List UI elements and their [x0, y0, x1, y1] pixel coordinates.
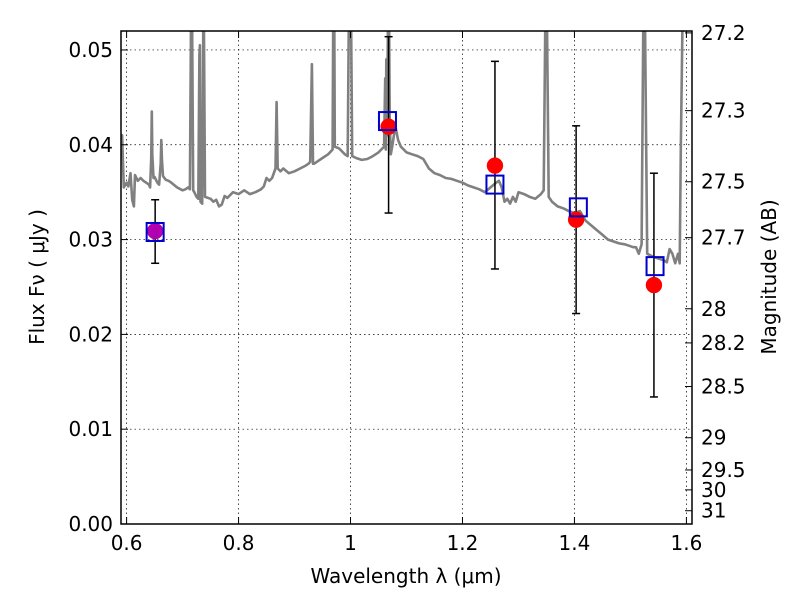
right-tick-label: 28	[701, 297, 726, 321]
x-tick-label: 0.6	[111, 531, 143, 555]
x-tick-label: 0.8	[223, 531, 255, 555]
y-tick-label: 0.01	[68, 417, 113, 441]
plot-frame	[120, 30, 693, 525]
right-tick-label: 27.3	[701, 99, 746, 123]
model-square	[485, 174, 505, 195]
y-axis-label-left: Flux Fν ( μJy )	[25, 209, 49, 345]
ticks: 0.6 0.8 1 1.2 1.4 1.6 0.00 0.01 0.02 0.03 0.04 0.05…	[68, 21, 745, 555]
y-tick-label: 0.02	[68, 322, 113, 346]
right-tick-label: 27.2	[701, 21, 746, 45]
right-tick-label: 31	[701, 499, 726, 523]
y-tick-label: 0.04	[68, 133, 113, 157]
model-square	[377, 111, 397, 132]
right-tick-label: 30	[701, 478, 726, 502]
x-tick-label: 1.2	[447, 531, 479, 555]
right-tick-label: 29	[701, 426, 726, 450]
y-axis-label-right: Magnitude (AB)	[757, 199, 781, 354]
x-tick-label: 1.4	[559, 531, 591, 555]
right-tick-label: 28.5	[701, 375, 746, 399]
right-tick-label: 27.7	[701, 226, 746, 250]
y-tick-label: 0.05	[68, 38, 113, 62]
x-tick-label: 1.6	[670, 531, 702, 555]
x-axis-label: Wavelength λ (μm)	[310, 564, 501, 588]
observed-point	[645, 276, 663, 294]
y-tick-label: 0.00	[68, 512, 113, 536]
model-square	[568, 197, 588, 218]
y-tick-label: 0.03	[68, 228, 113, 252]
model-square	[645, 256, 665, 277]
right-tick-label: 29.5	[701, 458, 746, 482]
observed-point	[146, 222, 164, 240]
right-tick-label: 28.2	[701, 331, 746, 355]
plot-area	[121, 31, 684, 398]
observed-point	[380, 118, 397, 136]
observed-point	[486, 157, 504, 174]
model-square	[145, 221, 165, 242]
x-tick-label: 1	[344, 531, 357, 555]
right-tick-label: 27.5	[701, 170, 746, 194]
